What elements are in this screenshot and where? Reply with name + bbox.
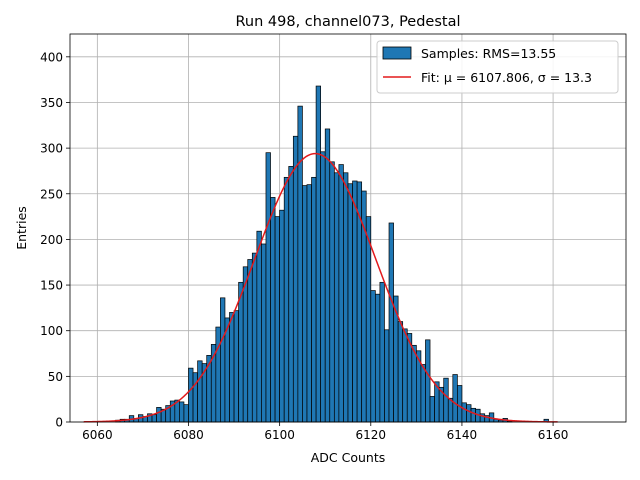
histogram-bar	[242, 266, 249, 423]
histogram-bar	[329, 161, 335, 423]
histogram-bar	[402, 328, 408, 423]
y-axis-ticks: 0 50 100 150 200 250 300 350 400	[40, 50, 70, 430]
histogram-bar	[302, 185, 308, 423]
y-tick-label: 250	[40, 187, 63, 201]
histogram-bar	[151, 414, 157, 423]
histogram-bar	[311, 176, 317, 423]
histogram-bar	[261, 243, 267, 423]
histogram-bar	[251, 252, 258, 423]
y-tick-label: 150	[40, 279, 63, 293]
histogram-bar	[265, 152, 271, 423]
histogram-bar	[179, 401, 185, 423]
legend: Samples: RMS=13.55 Fit: μ = 6107.806, σ …	[376, 40, 619, 94]
histogram-bar	[306, 184, 312, 423]
histogram-bar	[183, 404, 189, 423]
legend-histogram-label: Samples: RMS=13.55	[421, 46, 556, 61]
x-axis-ticks: 6060 6080 6100 6120 6140 6160	[82, 422, 568, 442]
histogram-bar	[197, 360, 203, 423]
y-tick-label: 200	[40, 233, 63, 247]
histogram-bar	[229, 312, 235, 423]
histogram-bar	[452, 374, 458, 423]
histogram-bar	[347, 183, 353, 423]
histogram-bar	[425, 339, 431, 423]
histogram-bar	[220, 297, 226, 423]
histogram-bar	[388, 222, 394, 423]
histogram-bar	[320, 151, 326, 423]
histogram-bar	[188, 367, 194, 423]
x-tick-label: 6060	[82, 428, 113, 442]
histogram-bar	[365, 216, 372, 423]
histogram-bar	[247, 259, 253, 423]
histogram-bar	[333, 172, 340, 423]
y-tick-label: 300	[40, 142, 63, 156]
y-axis-label: Entries	[14, 206, 29, 250]
histogram-bar	[457, 385, 463, 423]
histogram-bar	[384, 329, 390, 423]
histogram-bar	[297, 105, 303, 423]
plot-frame	[69, 33, 627, 423]
chart-title: Run 498, channel073, Pedestal	[235, 14, 460, 30]
x-tick-label: 6140	[447, 428, 478, 442]
y-tick-label: 50	[48, 370, 63, 384]
histogram-bar	[270, 197, 276, 423]
histogram-bar	[192, 372, 198, 423]
histogram-bar	[470, 407, 476, 423]
histogram-bar	[370, 290, 376, 423]
y-tick-label: 400	[40, 50, 63, 64]
histogram-bar	[238, 281, 244, 423]
x-tick-label: 6100	[264, 428, 295, 442]
histogram-bar	[397, 321, 404, 423]
histogram-bar	[379, 281, 385, 423]
histogram-bar	[256, 230, 262, 423]
histogram-bar	[466, 404, 472, 423]
histogram-bar	[283, 176, 290, 423]
histogram-bar	[215, 326, 221, 423]
x-tick-label: 6160	[538, 428, 569, 442]
histogram-bar	[411, 344, 417, 423]
histogram-bar	[429, 396, 435, 423]
histogram-bar	[352, 180, 358, 423]
histogram-bar	[443, 377, 449, 423]
y-tick-label: 350	[40, 96, 63, 110]
gaussian-fit-curve	[83, 152, 558, 423]
histogram-bar	[374, 293, 381, 423]
histogram-bar	[338, 164, 344, 423]
y-tick-label: 0	[55, 416, 63, 430]
legend-histogram-swatch	[382, 46, 412, 60]
histogram-bar	[233, 310, 239, 423]
histogram-bar	[420, 364, 426, 423]
histogram-bar	[274, 216, 280, 423]
x-tick-label: 6080	[173, 428, 204, 442]
histogram-bar	[461, 402, 467, 423]
histogram-bar	[315, 85, 322, 423]
x-tick-label: 6120	[356, 428, 387, 442]
histogram-bar	[343, 172, 349, 423]
histogram-bar	[292, 135, 299, 423]
histogram-bar	[156, 407, 162, 423]
histogram-bar	[279, 209, 285, 423]
legend-box	[376, 40, 619, 94]
x-axis-label: ADC Counts	[311, 450, 386, 465]
histogram-bar	[288, 166, 294, 423]
histogram-bar	[324, 128, 331, 423]
legend-fit-label: Fit: μ = 6107.806, σ = 13.3	[421, 70, 592, 85]
y-tick-label: 100	[40, 324, 63, 338]
